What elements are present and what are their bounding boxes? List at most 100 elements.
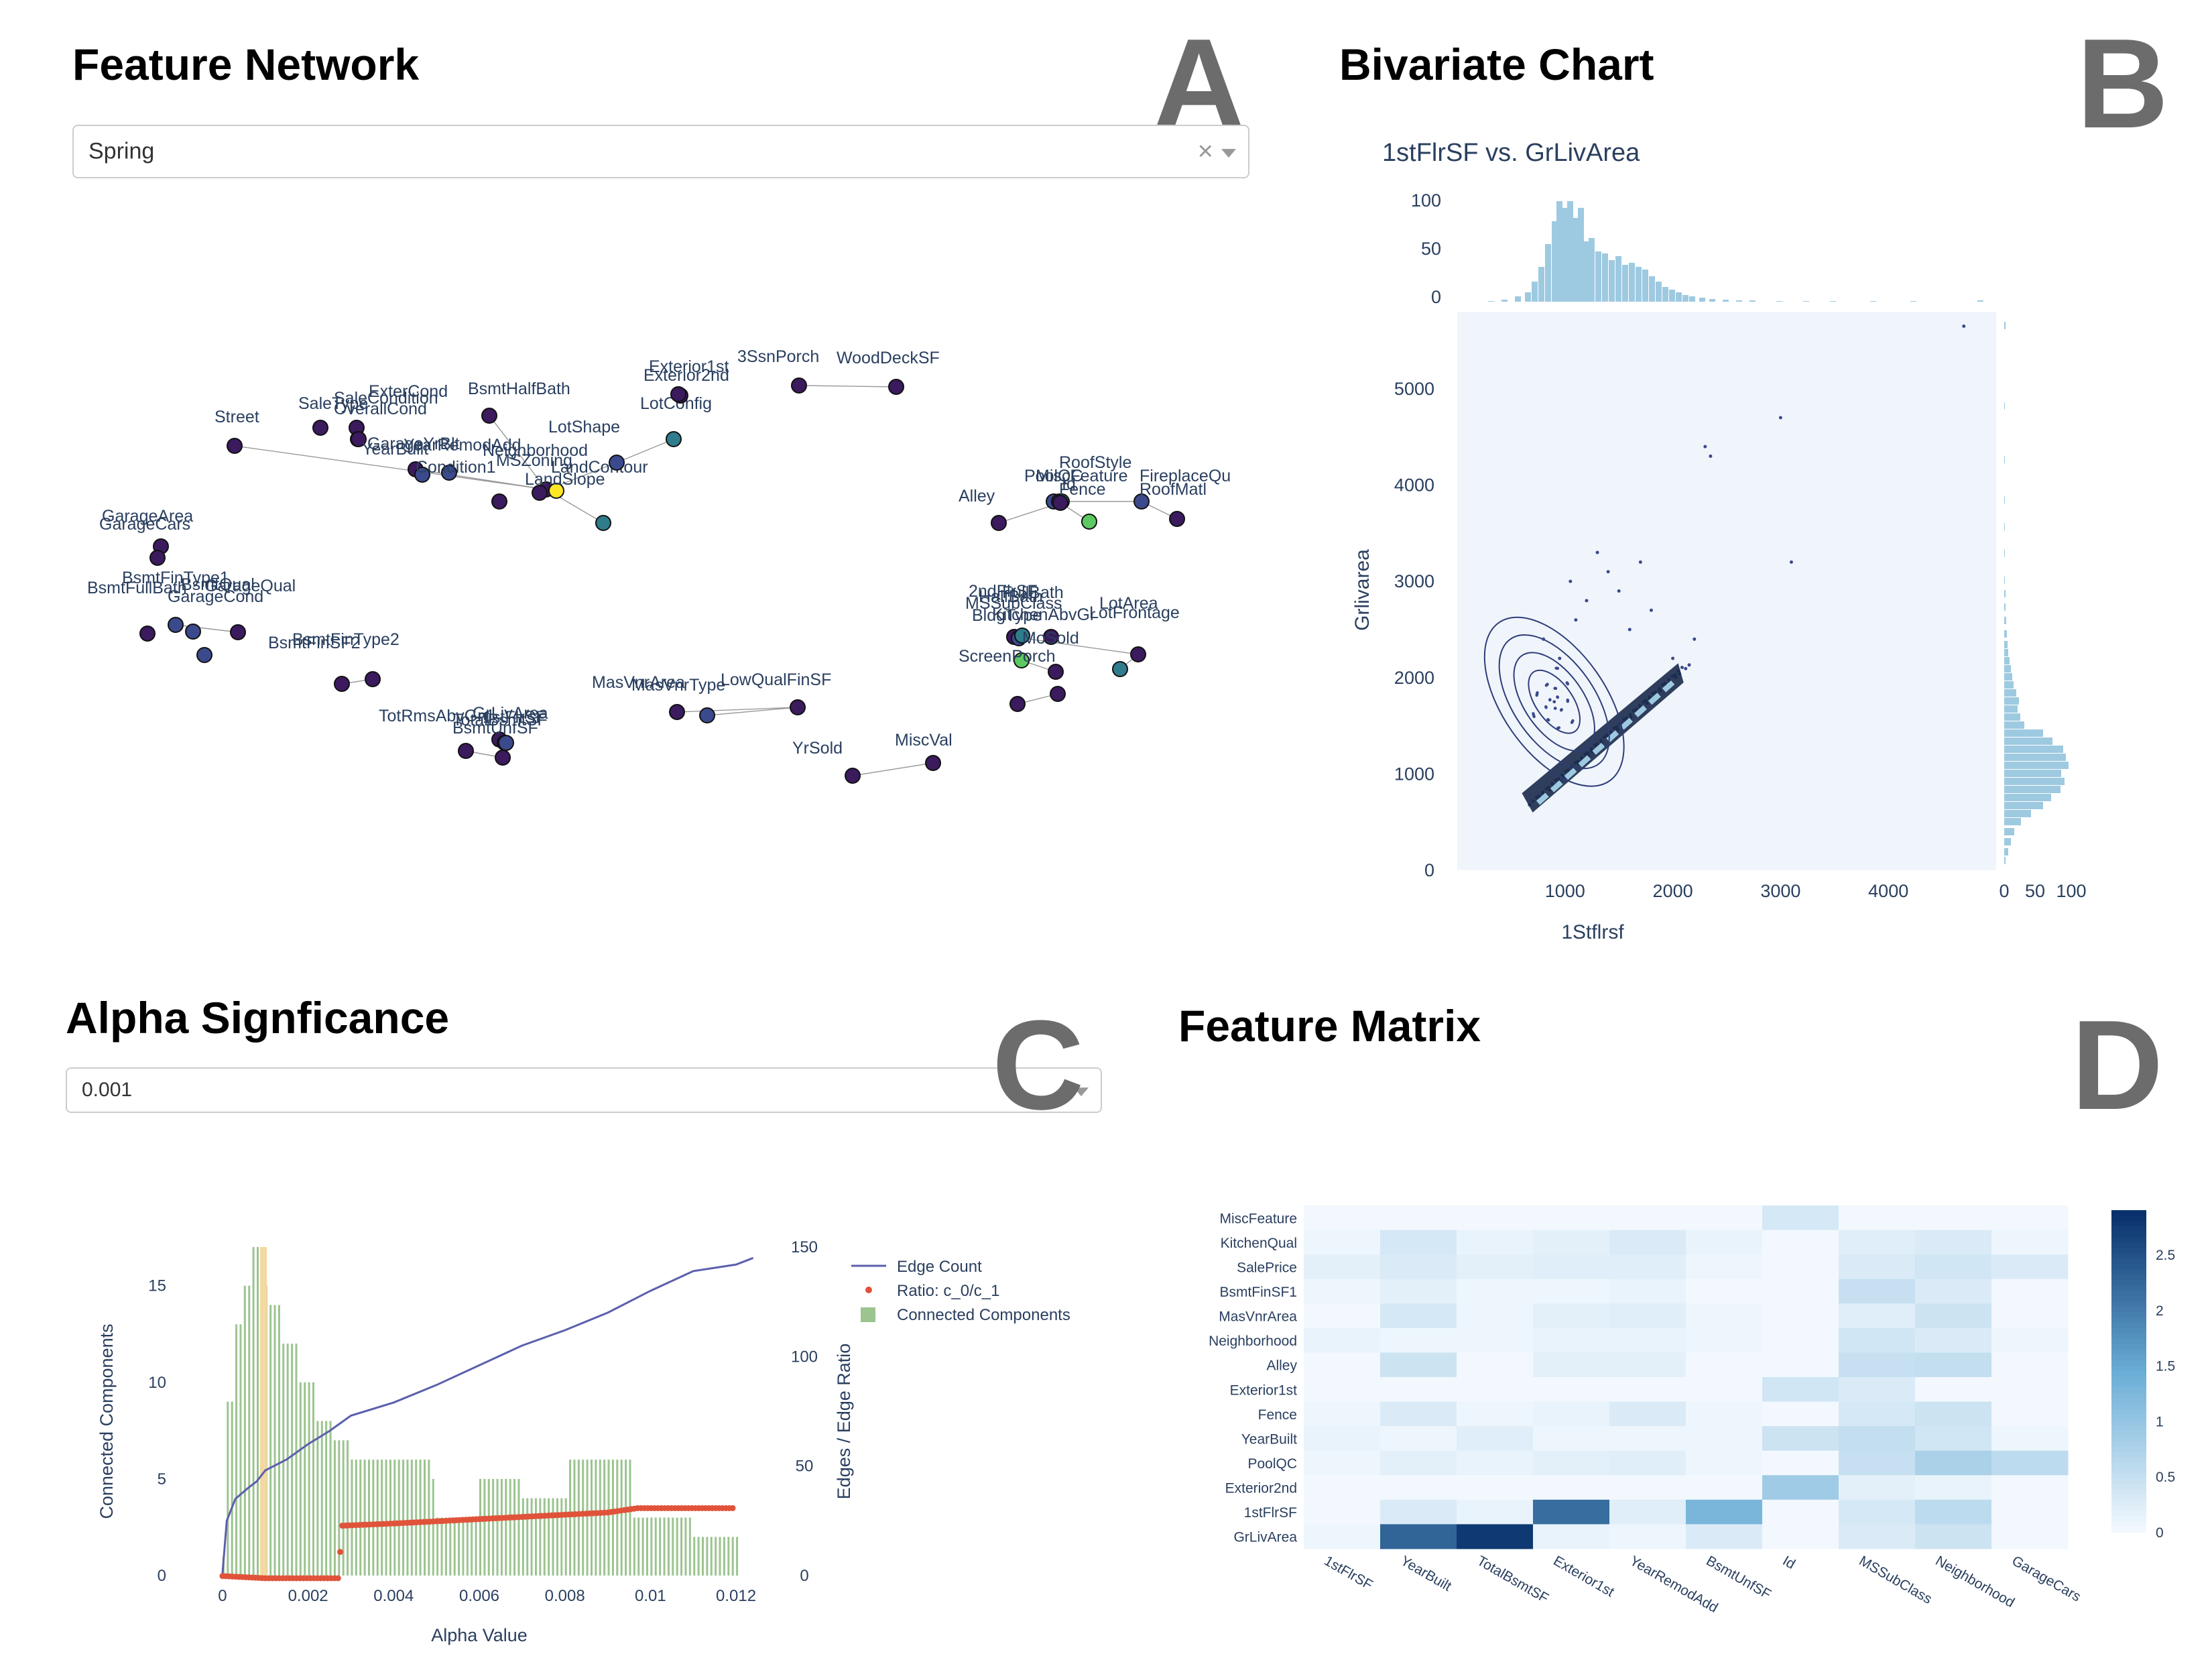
right-histogram-bar (2004, 630, 2007, 638)
heatmap-cell (1762, 1499, 1839, 1525)
scatter-point (1962, 324, 1966, 329)
colorbar-tick: 0 (2156, 1525, 2164, 1541)
right-histogram-bar (2004, 762, 2069, 769)
top-histogram-tick: 100 (1411, 190, 1441, 211)
colorbar-segment (2111, 1232, 2146, 1238)
feature-network-graph[interactable]: Street SaleTypeSaleConditionExterCondOver… (67, 322, 1260, 791)
scatter-y-tick: 2000 (1394, 668, 1434, 688)
scatter-point (1547, 718, 1550, 722)
colorbar-segment (2111, 1275, 2146, 1281)
right-histogram-bar (2004, 746, 2063, 753)
right-histogram-bar (2004, 590, 2006, 597)
component-bar (731, 1537, 734, 1576)
heatmap-row-label: MiscFeature (1219, 1211, 1297, 1226)
scatter-density-contour (1522, 663, 1684, 813)
component-bar (385, 1460, 387, 1576)
component-bar (436, 1517, 439, 1576)
chevron-down-icon[interactable] (1074, 1087, 1089, 1097)
colorbar-segment (2111, 1285, 2146, 1291)
season-dropdown[interactable]: Spring × (72, 125, 1249, 178)
component-bar (338, 1440, 341, 1576)
component-bar (458, 1517, 460, 1576)
component-bar (376, 1460, 379, 1576)
scatter-point (1544, 684, 1548, 687)
colorbar-segment (2111, 1317, 2146, 1323)
colorbar-segment (2111, 1264, 2146, 1270)
scatter-point (1684, 666, 1688, 670)
heatmap-cell (1380, 1352, 1457, 1378)
heatmap-cell (1304, 1205, 1381, 1231)
feature-matrix-heatmap[interactable]: MiscFeature KitchenQual SalePrice BsmtFinSF… (1193, 1180, 2205, 1643)
right-histogram-tick: 100 (2056, 881, 2086, 901)
top-histogram-bar (1545, 244, 1551, 302)
colorbar-segment (2111, 1505, 2146, 1511)
alpha-y-right-tick: 0 (800, 1567, 808, 1585)
alpha-significance-chart[interactable]: 0 0.002 0.004 0.006 0.008 0.01 0.0120510150501… (60, 1200, 1119, 1656)
colorbar-tick: 2 (2156, 1303, 2164, 1319)
component-bar (320, 1421, 323, 1576)
component-bar (381, 1460, 383, 1576)
right-histogram-bar (2004, 673, 2012, 681)
component-bar (577, 1460, 580, 1576)
alpha-x-tick: 0.01 (635, 1587, 666, 1605)
heatmap-cell (1915, 1254, 1992, 1280)
right-histogram-bar (2004, 665, 2011, 672)
clear-icon[interactable]: × (1197, 136, 1213, 166)
scatter-y-tick: 5000 (1394, 379, 1434, 399)
network-node (334, 676, 350, 692)
heatmap-cell (1991, 1279, 2069, 1304)
alpha-dropdown[interactable]: 0.001 (66, 1067, 1102, 1113)
right-histogram-bar (2004, 818, 2021, 825)
heatmap-cell (1991, 1327, 2069, 1353)
network-node (351, 431, 367, 447)
top-histogram-bar (1552, 221, 1558, 302)
right-histogram-bar (2004, 810, 2031, 817)
component-bar (530, 1498, 533, 1576)
heatmap-cell (1304, 1499, 1381, 1525)
heatmap-cell (1304, 1475, 1381, 1500)
chevron-down-icon[interactable] (1221, 149, 1236, 158)
right-histogram-bar (2004, 603, 2006, 611)
heatmap-cell (1380, 1377, 1457, 1403)
heatmap-cell (1380, 1475, 1457, 1500)
network-node-label: LotArea (1099, 594, 1158, 613)
heatmap-cell (1915, 1524, 1992, 1549)
alpha-x-label: Alpha Value (431, 1625, 528, 1645)
component-bar (333, 1440, 336, 1576)
panel-c-letter: C (992, 994, 1085, 1136)
ratio-point (337, 1549, 343, 1555)
heatmap-cell (1457, 1303, 1534, 1329)
network-node (1052, 495, 1068, 511)
network-node-label: 1stFlrSF (483, 708, 546, 727)
network-node-label: BsmtFullBath (87, 579, 187, 597)
top-histogram-tick: 50 (1421, 239, 1441, 259)
network-node-label: BsmtFinSF2 (268, 634, 361, 652)
network-node-label: MasVnrArea (592, 673, 685, 692)
top-histogram-bar (1689, 296, 1695, 302)
network-node-label: ExterCond (369, 382, 448, 401)
network-node-label: RoofMatl (1140, 480, 1207, 499)
component-bar (269, 1305, 272, 1576)
heatmap-cell (1609, 1475, 1686, 1500)
alpha-y-left-label: Connected Components (97, 1323, 117, 1519)
colorbar-segment (2111, 1425, 2146, 1431)
top-histogram-bar (1649, 276, 1655, 302)
heatmap-cell (1686, 1327, 1763, 1353)
scatter-x-tick: 1000 (1545, 881, 1585, 901)
right-histogram-bar (2004, 322, 2006, 329)
heatmap-cell (1686, 1499, 1763, 1525)
heatmap-cell (1915, 1205, 1992, 1231)
heatmap-cell (1915, 1230, 1992, 1255)
heatmap-cell (1839, 1475, 1916, 1500)
heatmap-cell (1304, 1303, 1381, 1329)
scatter-x-tick: 2000 (1653, 881, 1693, 901)
right-histogram-bar (2004, 770, 2061, 777)
heatmap-cell (1686, 1524, 1763, 1549)
top-histogram-bar (1556, 201, 1562, 302)
network-node-label: Exterior2nd (643, 366, 729, 385)
heatmap-cell (1533, 1377, 1610, 1403)
component-bar (654, 1517, 657, 1576)
legend-ratio-label: Ratio: c_0/c_1 (897, 1282, 999, 1300)
colorbar-segment (2111, 1253, 2146, 1259)
